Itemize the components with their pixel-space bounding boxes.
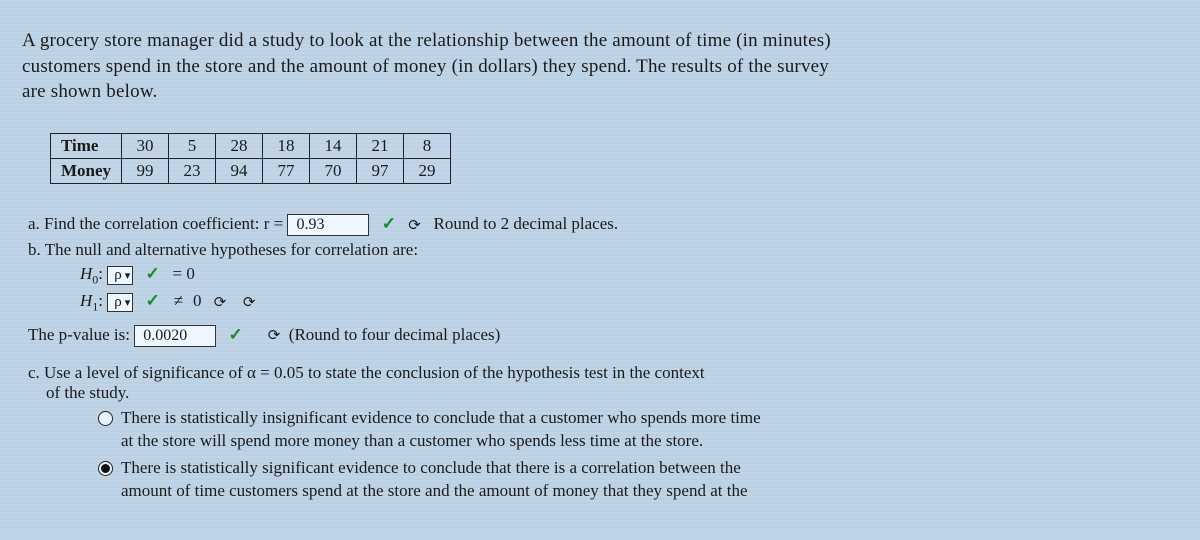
check-icon: ✓ bbox=[228, 325, 242, 344]
retry-icon[interactable]: ⟳ bbox=[214, 295, 227, 311]
cell: 18 bbox=[263, 133, 310, 158]
question-c: c. Use a level of significance of α = 0.… bbox=[28, 363, 1178, 403]
cell: 8 bbox=[404, 133, 451, 158]
pvalue-line: The p-value is: 0.0020 ✓ ⟳ (Round to fou… bbox=[28, 325, 1178, 347]
chevron-down-icon: ▾ bbox=[125, 296, 131, 309]
intro-line3: are shown below. bbox=[22, 81, 157, 102]
r-input[interactable]: 0.93 bbox=[287, 214, 369, 236]
check-icon: ✓ bbox=[382, 214, 396, 233]
cell: 94 bbox=[216, 158, 263, 183]
table-row: Time 30 5 28 18 14 21 8 bbox=[51, 133, 451, 158]
question-a: a. Find the correlation coefficient: r =… bbox=[28, 214, 1178, 236]
h1-line: H1: ρ ▾ ✓ ≠ 0 ⟳ ⟳ bbox=[80, 291, 1178, 314]
check-icon: ✓ bbox=[146, 264, 160, 283]
cell: 29 bbox=[404, 158, 451, 183]
opt2-l1: There is statistically significant evide… bbox=[121, 458, 741, 477]
row-label-time: Time bbox=[51, 133, 122, 158]
h0-select[interactable]: ρ ▾ bbox=[107, 266, 133, 285]
a-prompt: a. Find the correlation coefficient: r = bbox=[28, 214, 283, 233]
cell: 21 bbox=[357, 133, 404, 158]
h0-select-value: ρ bbox=[114, 267, 122, 284]
b-prompt: b. The null and alternative hypotheses f… bbox=[28, 240, 418, 259]
retry-icon[interactable]: ⟳ bbox=[408, 218, 421, 234]
row-label-money: Money bbox=[51, 158, 122, 183]
cell: 99 bbox=[122, 158, 169, 183]
cell: 70 bbox=[310, 158, 357, 183]
radio-icon[interactable] bbox=[98, 411, 113, 426]
pvalue-input[interactable]: 0.0020 bbox=[134, 325, 216, 347]
h0-label: H bbox=[80, 264, 92, 283]
cell: 97 bbox=[357, 158, 404, 183]
colon: : bbox=[98, 264, 103, 283]
c-prompt-l2: of the study. bbox=[46, 383, 129, 402]
intro-text: A grocery store manager did a study to l… bbox=[22, 28, 1178, 105]
check-icon: ✓ bbox=[146, 291, 160, 310]
h1-select-value: ρ bbox=[114, 294, 122, 311]
opt1-l2: at the store will spend more money than … bbox=[121, 431, 703, 450]
h1-select[interactable]: ρ ▾ bbox=[107, 293, 133, 312]
question-b: b. The null and alternative hypotheses f… bbox=[28, 240, 1178, 260]
option-2-text: There is statistically significant evide… bbox=[121, 457, 748, 503]
cell: 23 bbox=[169, 158, 216, 183]
intro-line1: A grocery store manager did a study to l… bbox=[22, 30, 831, 51]
retry-icon[interactable]: ⟳ bbox=[268, 328, 281, 344]
pvalue-note: (Round to four decimal places) bbox=[289, 325, 501, 344]
pvalue-label: The p-value is: bbox=[28, 325, 130, 344]
cell: 5 bbox=[169, 133, 216, 158]
c-prompt-l1: c. Use a level of significance of α = 0.… bbox=[28, 363, 705, 382]
option-2[interactable]: There is statistically significant evide… bbox=[98, 457, 1178, 503]
colon: : bbox=[98, 291, 103, 310]
a-round-note: Round to 2 decimal places. bbox=[434, 214, 619, 233]
eq-zero: = 0 bbox=[173, 264, 195, 283]
zero: 0 bbox=[193, 291, 202, 310]
chevron-down-icon: ▾ bbox=[125, 269, 131, 282]
option-1-text: There is statistically insignificant evi… bbox=[121, 407, 761, 453]
opt2-l2: amount of time customers spend at the st… bbox=[121, 481, 748, 500]
opt1-l1: There is statistically insignificant evi… bbox=[121, 408, 761, 427]
intro-line2: customers spend in the store and the amo… bbox=[22, 56, 829, 77]
cell: 14 bbox=[310, 133, 357, 158]
h0-line: H0: ρ ▾ ✓ = 0 bbox=[80, 264, 1178, 287]
cell: 30 bbox=[122, 133, 169, 158]
h1-label: H bbox=[80, 291, 92, 310]
table-row: Money 99 23 94 77 70 97 29 bbox=[51, 158, 451, 183]
cell: 28 bbox=[216, 133, 263, 158]
data-table: Time 30 5 28 18 14 21 8 Money 99 23 94 7… bbox=[50, 133, 451, 184]
retry-icon[interactable]: ⟳ bbox=[243, 295, 256, 311]
radio-icon[interactable] bbox=[98, 461, 113, 476]
option-1[interactable]: There is statistically insignificant evi… bbox=[98, 407, 1178, 453]
not-equal: ≠ bbox=[173, 291, 185, 311]
cell: 77 bbox=[263, 158, 310, 183]
